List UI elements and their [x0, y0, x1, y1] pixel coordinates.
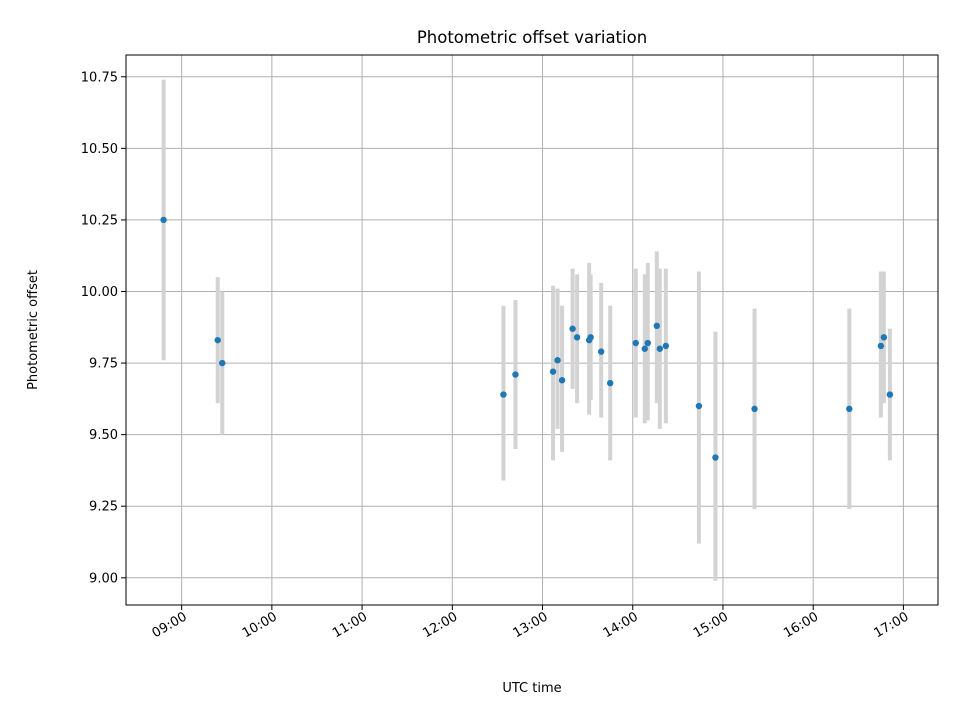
data-point [751, 405, 758, 413]
data-point [662, 342, 670, 350]
y-tick-label: 9.00 [89, 571, 118, 586]
data-point [656, 345, 664, 352]
data-point [597, 348, 605, 355]
data-point [641, 345, 648, 352]
chart-title: Photometric offset variation [417, 28, 647, 47]
data-point [512, 371, 519, 378]
data-point [644, 339, 651, 347]
data-point [219, 359, 226, 367]
data-point [587, 334, 594, 341]
plot-frame [125, 54, 939, 606]
y-tick-label: 9.25 [89, 500, 118, 515]
data-point [846, 405, 853, 413]
y-axis-ticks: 9.00 9.25 9.50 9.75 10.00 10.25 10.50 10.75 [81, 70, 126, 586]
y-axis-label: Photometric offset [26, 270, 41, 390]
y-tick-label: 10.75 [81, 70, 118, 85]
data-point [554, 357, 561, 364]
data-point [573, 334, 581, 341]
y-tick-label: 10.50 [81, 142, 118, 157]
data-points [160, 216, 894, 461]
data-point [632, 339, 639, 347]
data-point [214, 336, 221, 344]
data-point [653, 322, 661, 330]
data-point [712, 454, 719, 461]
data-point [549, 368, 557, 375]
data-point [558, 377, 566, 384]
x-axis-label: UTC time [502, 681, 561, 696]
data-point [877, 342, 885, 350]
data-point [500, 391, 507, 398]
data-point [606, 379, 614, 387]
data-point [160, 216, 167, 224]
grid [126, 55, 938, 605]
data-point [880, 334, 888, 341]
data-point [886, 391, 894, 398]
data-point [695, 402, 703, 410]
y-tick-label: 9.75 [89, 357, 118, 372]
y-tick-label: 9.50 [89, 428, 118, 443]
y-tick-label: 10.25 [81, 213, 118, 228]
y-tick-label: 10.00 [81, 285, 118, 300]
data-point [569, 325, 576, 332]
